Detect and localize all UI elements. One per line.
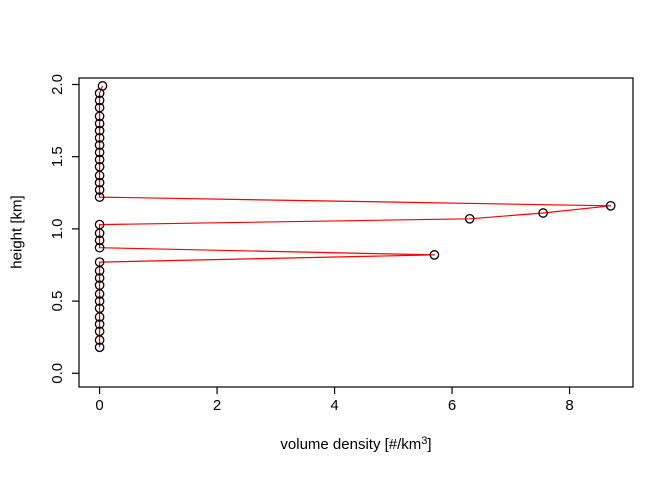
data-point-marker: [94, 140, 105, 150]
profile-line: [98, 85, 612, 348]
data-point-marker: [94, 242, 105, 253]
data-point-marker: [429, 250, 440, 260]
data-point-marker: [94, 342, 105, 353]
data-point-marker: [94, 185, 105, 195]
x-axis-title-text: volume density [#/km: [280, 436, 422, 453]
x-axis-tick-label: 0: [95, 397, 103, 414]
data-point-marker: [94, 95, 105, 106]
data-point-marker: [94, 319, 105, 330]
x-axis-tick-label: 4: [330, 397, 338, 414]
data-point-marker: [94, 147, 105, 158]
data-point-marker: [94, 111, 105, 122]
y-axis-tick-label: 1.5: [49, 146, 66, 167]
data-point-marker: [94, 335, 105, 345]
x-axis-tick-label: 6: [448, 397, 456, 414]
y-axis-tick-label: 2.0: [49, 74, 66, 95]
data-point-marker: [94, 273, 105, 283]
data-point-marker: [94, 154, 105, 165]
data-point-marker: [94, 118, 105, 129]
data-point-marker: [94, 88, 105, 99]
data-point-marker: [94, 170, 105, 181]
data-point-marker: [94, 265, 105, 276]
x-axis-title: volume density [#/km3]: [79, 435, 633, 453]
data-point-marker: [94, 177, 105, 188]
data-point-marker: [94, 125, 105, 136]
x-axis-title-suffix: ]: [427, 436, 432, 453]
x-axis-title-superscript: 3: [421, 435, 428, 447]
x-axis-tick-label: 2: [213, 397, 221, 414]
data-point-marker: [94, 235, 105, 246]
data-point-marker: [94, 228, 105, 239]
data-point-marker: [94, 133, 105, 143]
data-point-marker: [464, 213, 475, 224]
data-point-marker: [538, 208, 548, 218]
data-point-marker: [94, 289, 105, 299]
x-axis-tick-label: 8: [565, 397, 573, 414]
plot-box: [78, 77, 634, 388]
y-axis-tick-label: 0.0: [49, 363, 66, 384]
data-point-marker: [94, 312, 105, 322]
y-axis-tick-label: 1.0: [49, 218, 66, 239]
y-axis-title: height [km]: [8, 195, 26, 269]
data-point-marker: [94, 192, 105, 202]
data-point-marker: [605, 200, 616, 211]
data-point-marker: [94, 296, 105, 306]
y-axis-tick-label: 0.5: [49, 291, 66, 312]
